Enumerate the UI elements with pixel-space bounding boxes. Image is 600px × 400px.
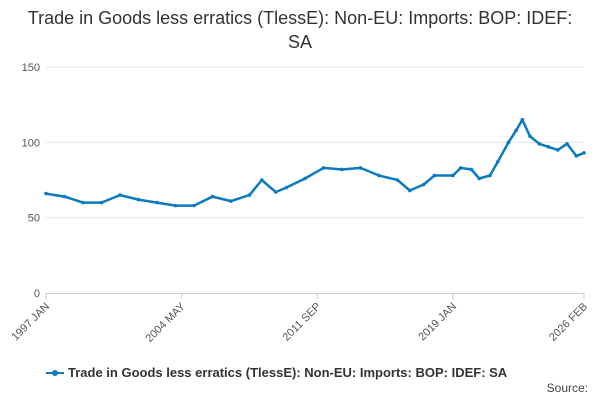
series-line [45, 118, 585, 207]
data-point[interactable] [210, 194, 215, 199]
y-tick-label: 0 [34, 288, 40, 300]
data-point[interactable] [528, 134, 532, 139]
data-point[interactable] [506, 140, 511, 145]
data-point[interactable] [565, 142, 569, 146]
data-point[interactable] [192, 203, 196, 208]
data-point[interactable] [62, 194, 67, 199]
data-point[interactable] [469, 167, 474, 172]
x-tick-label: 1997 JAN [9, 301, 52, 344]
data-point[interactable] [458, 166, 463, 170]
data-point[interactable] [488, 173, 492, 178]
y-tick-label: 150 [22, 62, 40, 74]
data-point[interactable] [520, 117, 525, 122]
series-layer [44, 117, 586, 208]
data-point[interactable] [477, 176, 481, 181]
legend-label: Trade in Goods less erratics (TlessE): N… [68, 365, 508, 380]
data-point[interactable] [340, 167, 344, 172]
data-point[interactable] [555, 148, 560, 152]
data-point[interactable] [395, 178, 400, 182]
data-point[interactable] [247, 193, 252, 197]
data-point[interactable] [44, 191, 48, 196]
data-point[interactable] [514, 128, 518, 133]
data-point[interactable] [408, 188, 412, 193]
data-point[interactable] [582, 151, 586, 155]
data-point[interactable] [273, 190, 278, 194]
data-point[interactable] [229, 199, 233, 203]
y-tick-label: 50 [28, 213, 40, 225]
x-tick-label: 2011 SEP [280, 301, 323, 344]
data-point[interactable] [495, 160, 500, 164]
legend[interactable]: Trade in Goods less erratics (TlessE): N… [46, 365, 507, 380]
x-tick-label: 2004 MAY [144, 300, 189, 345]
data-point[interactable] [284, 185, 289, 190]
data-point[interactable] [81, 200, 85, 205]
data-point[interactable] [321, 166, 326, 170]
x-tick-label: 2026 FEB [547, 301, 590, 344]
legend-swatch-icon [46, 367, 64, 379]
data-point[interactable] [432, 173, 437, 178]
data-point[interactable] [155, 200, 159, 205]
data-point[interactable] [546, 145, 551, 149]
data-point[interactable] [260, 178, 264, 182]
chart-title: Trade in Goods less erratics (TlessE): N… [27, 8, 573, 52]
x-tick-label: 2019 JAN [416, 301, 459, 344]
y-tick-label: 100 [22, 137, 40, 149]
data-point[interactable] [173, 203, 178, 208]
data-point[interactable] [136, 197, 141, 202]
data-point[interactable] [377, 173, 381, 178]
data-point[interactable] [358, 166, 363, 170]
data-point[interactable] [537, 142, 542, 146]
data-point[interactable] [303, 176, 307, 181]
data-point[interactable] [99, 200, 104, 205]
data-point[interactable] [421, 182, 426, 187]
source-label: Source: [546, 381, 588, 395]
data-point[interactable] [574, 154, 579, 158]
data-point[interactable] [451, 173, 455, 178]
grid-lines [46, 66, 584, 219]
data-point[interactable] [118, 193, 122, 197]
